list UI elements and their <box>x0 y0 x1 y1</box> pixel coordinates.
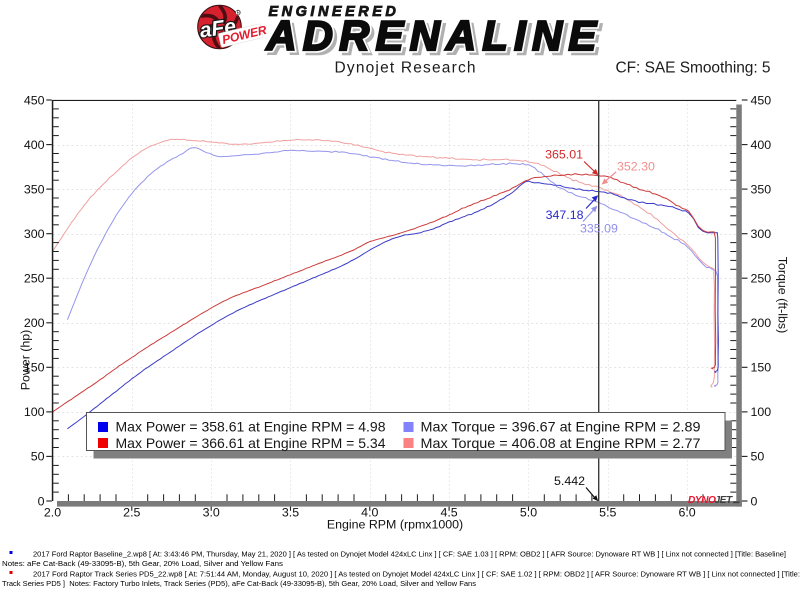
svg-text:ADRENALINE: ADRENALINE <box>266 12 603 59</box>
svg-text:352.30: 352.30 <box>617 160 655 174</box>
svg-text:200: 200 <box>751 316 772 330</box>
svg-text:450: 450 <box>24 93 45 107</box>
svg-text:ADRENALINE: ADRENALINE <box>266 12 603 59</box>
svg-text:450: 450 <box>751 93 772 107</box>
svg-text:Dynojet Research: Dynojet Research <box>335 60 476 77</box>
svg-text:JET: JET <box>715 495 733 506</box>
svg-text:150: 150 <box>24 361 45 375</box>
svg-text:350: 350 <box>751 182 772 196</box>
svg-text:5.5: 5.5 <box>599 506 616 520</box>
svg-text:100: 100 <box>24 405 45 419</box>
svg-text:150: 150 <box>751 361 772 375</box>
svg-text:200: 200 <box>24 316 45 330</box>
svg-text:Track Series PD5 ] Notes: Fac: Track Series PD5 ] Notes: Factory Turbo … <box>2 579 476 588</box>
svg-text:Notes: aFe Cat-Back (49-33095-: Notes: aFe Cat-Back (49-33095-B), 5th Ge… <box>2 559 283 568</box>
svg-text:Max Torque = 406.08 at Engine: Max Torque = 406.08 at Engine RPM = 2.77 <box>421 436 701 451</box>
svg-text:6.0: 6.0 <box>678 506 695 520</box>
svg-text:Max Power = 358.61 at Engine R: Max Power = 358.61 at Engine RPM = 4.98 <box>116 420 386 435</box>
svg-text:300: 300 <box>24 227 45 241</box>
svg-text:2.0: 2.0 <box>44 506 61 520</box>
svg-text:300: 300 <box>751 227 772 241</box>
svg-text:3.5: 3.5 <box>282 506 299 520</box>
svg-text:100: 100 <box>751 405 772 419</box>
svg-text:CF: SAE Smoothing: 5: CF: SAE Smoothing: 5 <box>616 60 771 77</box>
svg-text:ADRENALINE: ADRENALINE <box>269 15 606 62</box>
svg-text:400: 400 <box>751 138 772 152</box>
svg-text:250: 250 <box>751 272 772 286</box>
svg-text:400: 400 <box>24 138 45 152</box>
svg-text:365.01: 365.01 <box>545 148 583 162</box>
svg-text:2017 Ford Raptor Track Series: 2017 Ford Raptor Track Series PD5_22.wp8… <box>33 570 800 579</box>
svg-text:3.0: 3.0 <box>203 506 220 520</box>
svg-text:Torque (ft-lbs): Torque (ft-lbs) <box>776 257 790 333</box>
svg-text:Power (hp): Power (hp) <box>19 330 33 391</box>
svg-text:ENGINEERED: ENGINEERED <box>269 4 400 20</box>
svg-text:0: 0 <box>38 494 45 508</box>
svg-text:5.442: 5.442 <box>554 474 585 488</box>
svg-text:347.18: 347.18 <box>546 208 584 222</box>
svg-text:350: 350 <box>24 182 45 196</box>
svg-text:250: 250 <box>24 272 45 286</box>
svg-text:DYNO: DYNO <box>688 495 716 506</box>
svg-text:50: 50 <box>751 450 765 464</box>
svg-text:Max Power = 366.61 at Engine R: Max Power = 366.61 at Engine RPM = 5.34 <box>116 436 386 451</box>
svg-text:aFe: aFe <box>198 15 237 43</box>
svg-text:2017 Ford Raptor Baseline_2.wp: 2017 Ford Raptor Baseline_2.wp8 [ At: 3:… <box>33 550 786 559</box>
svg-text:335.09: 335.09 <box>580 222 618 236</box>
svg-text:Engine RPM (rpmx1000): Engine RPM (rpmx1000) <box>327 518 463 532</box>
svg-text:5.0: 5.0 <box>520 506 537 520</box>
svg-text:R: R <box>237 11 241 17</box>
svg-text:2.5: 2.5 <box>123 506 140 520</box>
svg-text:4.0: 4.0 <box>361 506 378 520</box>
svg-text:4.5: 4.5 <box>440 506 457 520</box>
svg-text:Max Torque = 396.67 at Engine: Max Torque = 396.67 at Engine RPM = 2.89 <box>421 420 701 435</box>
svg-text:50: 50 <box>31 450 45 464</box>
svg-text:0: 0 <box>751 494 758 508</box>
